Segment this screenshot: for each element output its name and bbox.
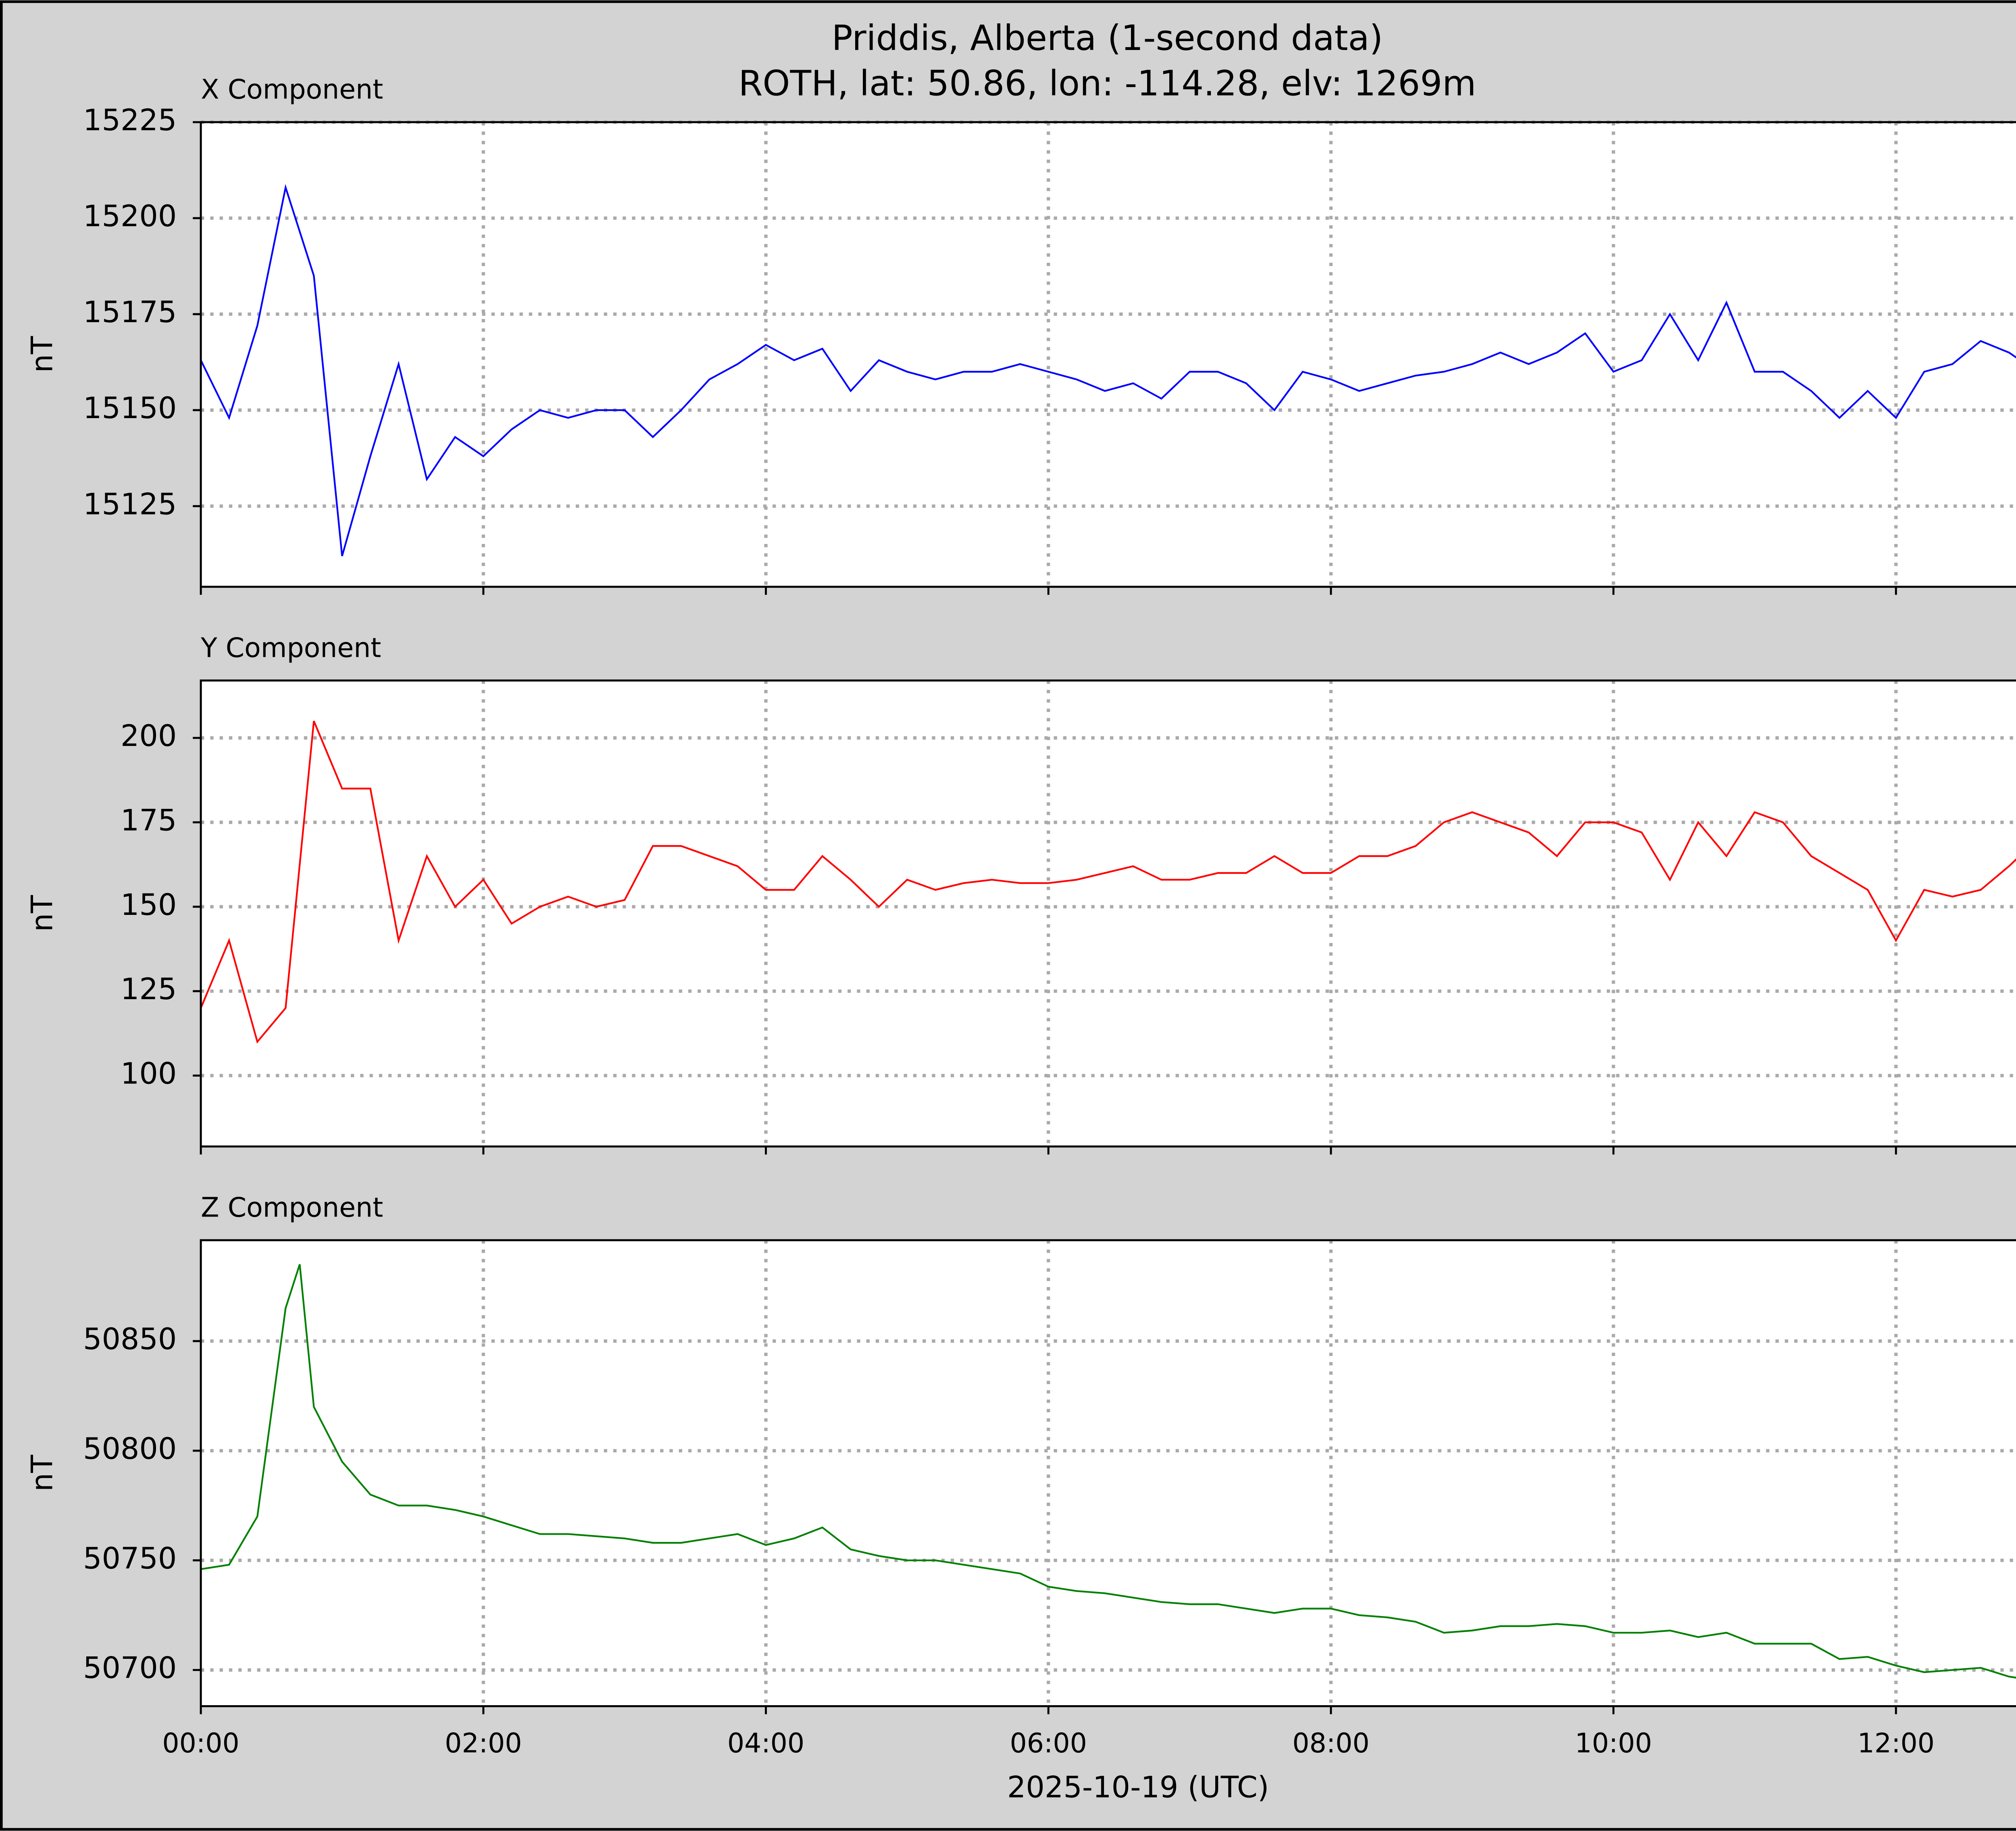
plot-frame xyxy=(200,121,2016,588)
y-tick-label: 50700 xyxy=(83,1651,177,1685)
y-tick-label: 175 xyxy=(121,803,177,837)
data-line xyxy=(200,1264,2016,1679)
plot-frame xyxy=(200,1239,2016,1707)
x-tick-label: 10:00 xyxy=(1575,1727,1652,1759)
y-axis-label: nT xyxy=(25,895,60,932)
x-tick-label: 08:00 xyxy=(1292,1727,1369,1759)
y-tick-label: 50800 xyxy=(83,1432,177,1466)
y-tick-label: 150 xyxy=(121,888,177,922)
y-tick-label: 15200 xyxy=(83,199,177,233)
plot-frame xyxy=(200,679,2016,1148)
y-tick-label: 15150 xyxy=(83,391,177,425)
y-tick-label: 15225 xyxy=(83,103,177,137)
x-tick-label: 02:00 xyxy=(445,1727,522,1759)
chart-title: Priddis, Alberta (1-second data) xyxy=(832,18,1383,58)
panel-title: Z Component xyxy=(201,1192,383,1223)
x-tick-label: 00:00 xyxy=(162,1727,239,1759)
panel-title: Y Component xyxy=(200,632,381,663)
y-tick-label: 50750 xyxy=(83,1541,177,1576)
plot-area xyxy=(201,680,2016,1147)
data-line xyxy=(200,184,2016,556)
x-tick-label: 06:00 xyxy=(1010,1727,1087,1759)
x-axis-label: 2025-10-19 (UTC) xyxy=(1007,1770,1269,1804)
y-tick-label: 50850 xyxy=(83,1322,177,1356)
x-tick-label: 12:00 xyxy=(1858,1727,1935,1759)
data-line xyxy=(200,721,2016,1044)
plot-area xyxy=(201,122,2016,587)
y-axis-label: nT xyxy=(25,1455,60,1491)
y-tick-label: 200 xyxy=(121,719,177,753)
y-tick-label: 15125 xyxy=(83,487,177,521)
panel-title: X Component xyxy=(201,74,383,105)
y-tick-label: 100 xyxy=(121,1056,177,1091)
y-axis-label: nT xyxy=(25,336,60,373)
y-tick-label: 125 xyxy=(121,972,177,1006)
chart-subtitle: ROTH, lat: 50.86, lon: -114.28, elv: 126… xyxy=(738,64,1476,104)
y-tick-label: 15175 xyxy=(83,295,177,329)
plot-area xyxy=(201,1240,2016,1706)
x-tick-label: 04:00 xyxy=(727,1727,804,1759)
